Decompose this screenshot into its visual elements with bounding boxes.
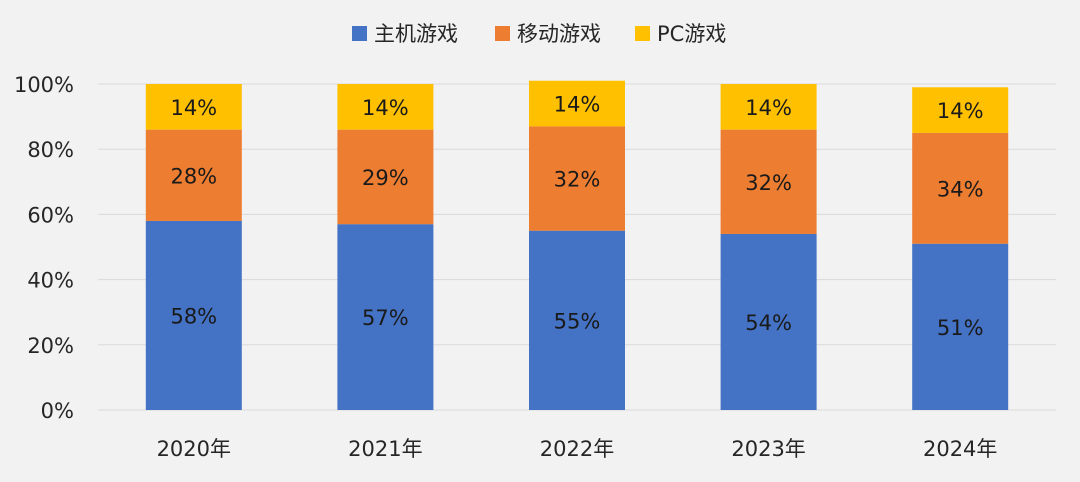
- bar-segment: [529, 80, 625, 127]
- legend-swatch: [352, 26, 367, 41]
- data-labels: 58% 28% 14% 57% 29% 14% 55% 32% 14% 54% 32% 14% 51% 3…: [170, 93, 983, 340]
- legend-label: 移动游戏: [517, 22, 601, 46]
- data-label: 58%: [170, 304, 217, 328]
- x-tick-label: 2024年: [923, 437, 997, 461]
- bar-segment: [145, 129, 242, 221]
- x-tick-label: 2022年: [540, 437, 614, 461]
- bar-segment: [145, 84, 242, 130]
- y-tick-label: 40%: [27, 269, 74, 293]
- bars: [145, 80, 1009, 410]
- legend: 主机游戏 移动游戏 PC游戏: [352, 22, 726, 46]
- legend-label: PC游戏: [657, 22, 726, 46]
- data-label: 32%: [554, 168, 601, 192]
- data-label: 28%: [170, 164, 217, 188]
- data-label: 54%: [745, 311, 792, 335]
- legend-swatch: [635, 26, 650, 41]
- bar-segment: [912, 132, 1009, 244]
- y-tick-label: 60%: [27, 203, 74, 227]
- y-tick-label: 100%: [14, 73, 74, 97]
- data-label: 14%: [554, 93, 601, 117]
- data-label: 14%: [362, 96, 409, 120]
- data-label: 14%: [937, 99, 984, 123]
- bar-segment: [912, 243, 1009, 410]
- x-tick-label: 2020年: [157, 437, 231, 461]
- bar-segment: [337, 84, 434, 130]
- axes: 0% 20% 40% 60% 80% 100% 2020年 2021年 2022年 2023年 20…: [14, 73, 997, 461]
- bar-segment: [720, 84, 817, 130]
- y-tick-label: 80%: [27, 138, 74, 162]
- bar-segment: [529, 230, 625, 410]
- data-label: 14%: [745, 96, 792, 120]
- x-tick-label: 2023年: [731, 437, 805, 461]
- bar-segment: [912, 87, 1009, 133]
- y-tick-label: 20%: [27, 334, 74, 358]
- legend-label: 主机游戏: [374, 22, 458, 46]
- bar-segment: [720, 233, 817, 410]
- x-tick-label: 2021年: [348, 437, 422, 461]
- data-label: 14%: [170, 96, 217, 120]
- bar-segment: [337, 129, 434, 225]
- data-label: 51%: [937, 316, 984, 340]
- data-label: 29%: [362, 166, 409, 190]
- data-label: 32%: [745, 171, 792, 195]
- legend-swatch: [495, 26, 510, 41]
- y-tick-label: 0%: [41, 399, 74, 423]
- bar-segment: [720, 129, 817, 234]
- bar-segment: [529, 126, 625, 231]
- bar-segment: [337, 224, 434, 410]
- bar-segment: [145, 220, 242, 410]
- data-label: 57%: [362, 306, 409, 330]
- data-label: 55%: [554, 309, 601, 333]
- data-label: 34%: [937, 177, 984, 201]
